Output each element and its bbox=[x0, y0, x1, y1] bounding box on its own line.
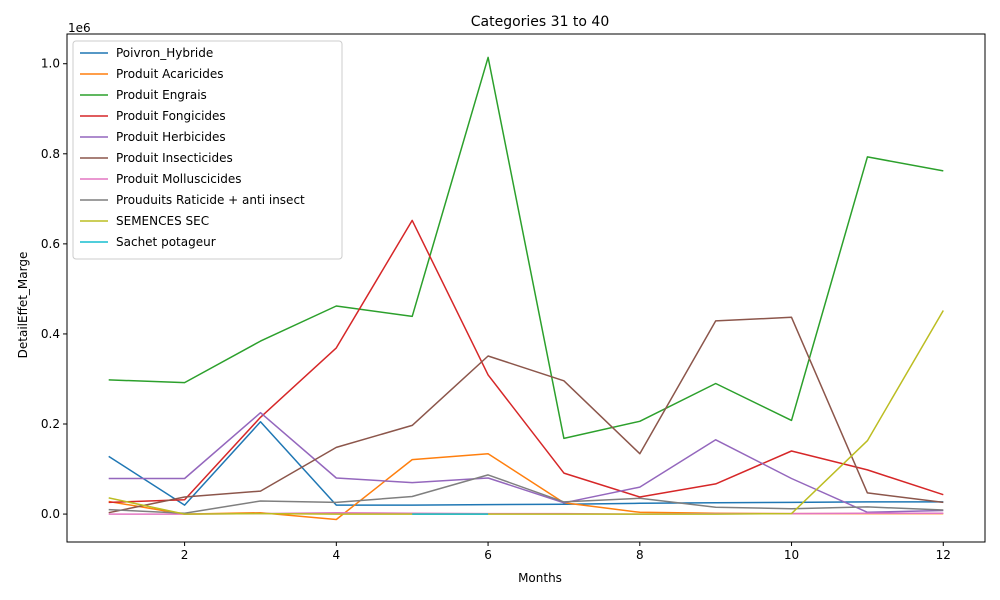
legend-label-7: Produit Molluscicides bbox=[116, 172, 241, 186]
x-axis-ticks: 2 4 6 8 10 12 bbox=[181, 542, 951, 562]
y-axis-ticks: 0.0 0.2 0.4 0.6 0.8 1.0 bbox=[41, 57, 67, 521]
legend-label-5: Produit Herbicides bbox=[116, 130, 226, 144]
plot-lines bbox=[108, 56, 944, 521]
legend-label-2: Produit Acaricides bbox=[116, 67, 224, 81]
series-line-3 bbox=[108, 56, 944, 440]
y-tick-label: 1.0 bbox=[41, 57, 60, 71]
x-tick-label: 12 bbox=[936, 548, 951, 562]
y-tick-label: 0.2 bbox=[41, 417, 60, 431]
y-axis-label: DetailEffet_Marge bbox=[16, 252, 30, 359]
y-tick-label: 0.8 bbox=[41, 147, 60, 161]
x-tick-label: 2 bbox=[181, 548, 189, 562]
x-tick-label: 6 bbox=[484, 548, 492, 562]
series-line-8 bbox=[108, 474, 944, 514]
legend-label-6: Produit Insecticides bbox=[116, 151, 233, 165]
series-line-6 bbox=[108, 316, 944, 514]
legend-label-9: SEMENCES SEC bbox=[116, 214, 209, 228]
x-tick-label: 8 bbox=[636, 548, 644, 562]
legend: Poivron_Hybride Produit Acaricides Produit… bbox=[72, 40, 343, 260]
x-tick-label: 10 bbox=[784, 548, 799, 562]
y-tick-label: 0.0 bbox=[41, 507, 60, 521]
plot-frame bbox=[66, 33, 986, 543]
y-tick-label: 0.6 bbox=[41, 237, 60, 251]
legend-label-4: Produit Fongicides bbox=[116, 109, 226, 123]
legend-label-3: Produit Engrais bbox=[116, 88, 207, 102]
chart-title: Categories 31 to 40 bbox=[471, 14, 610, 30]
legend-label-10: Sachet potageur bbox=[116, 235, 216, 249]
series-line-4 bbox=[108, 219, 944, 504]
legend-label-8: Prouduits Raticide + anti insect bbox=[116, 193, 305, 207]
legend-box bbox=[72, 40, 343, 260]
y-axis-offset-label: 1e6 bbox=[68, 21, 91, 35]
legend-label-1: Poivron_Hybride bbox=[116, 46, 213, 60]
x-tick-label: 4 bbox=[333, 548, 341, 562]
series-line-5 bbox=[108, 411, 944, 514]
y-tick-label: 0.4 bbox=[41, 327, 60, 341]
series-line-9 bbox=[108, 310, 944, 515]
x-axis-label: Months bbox=[518, 571, 562, 585]
